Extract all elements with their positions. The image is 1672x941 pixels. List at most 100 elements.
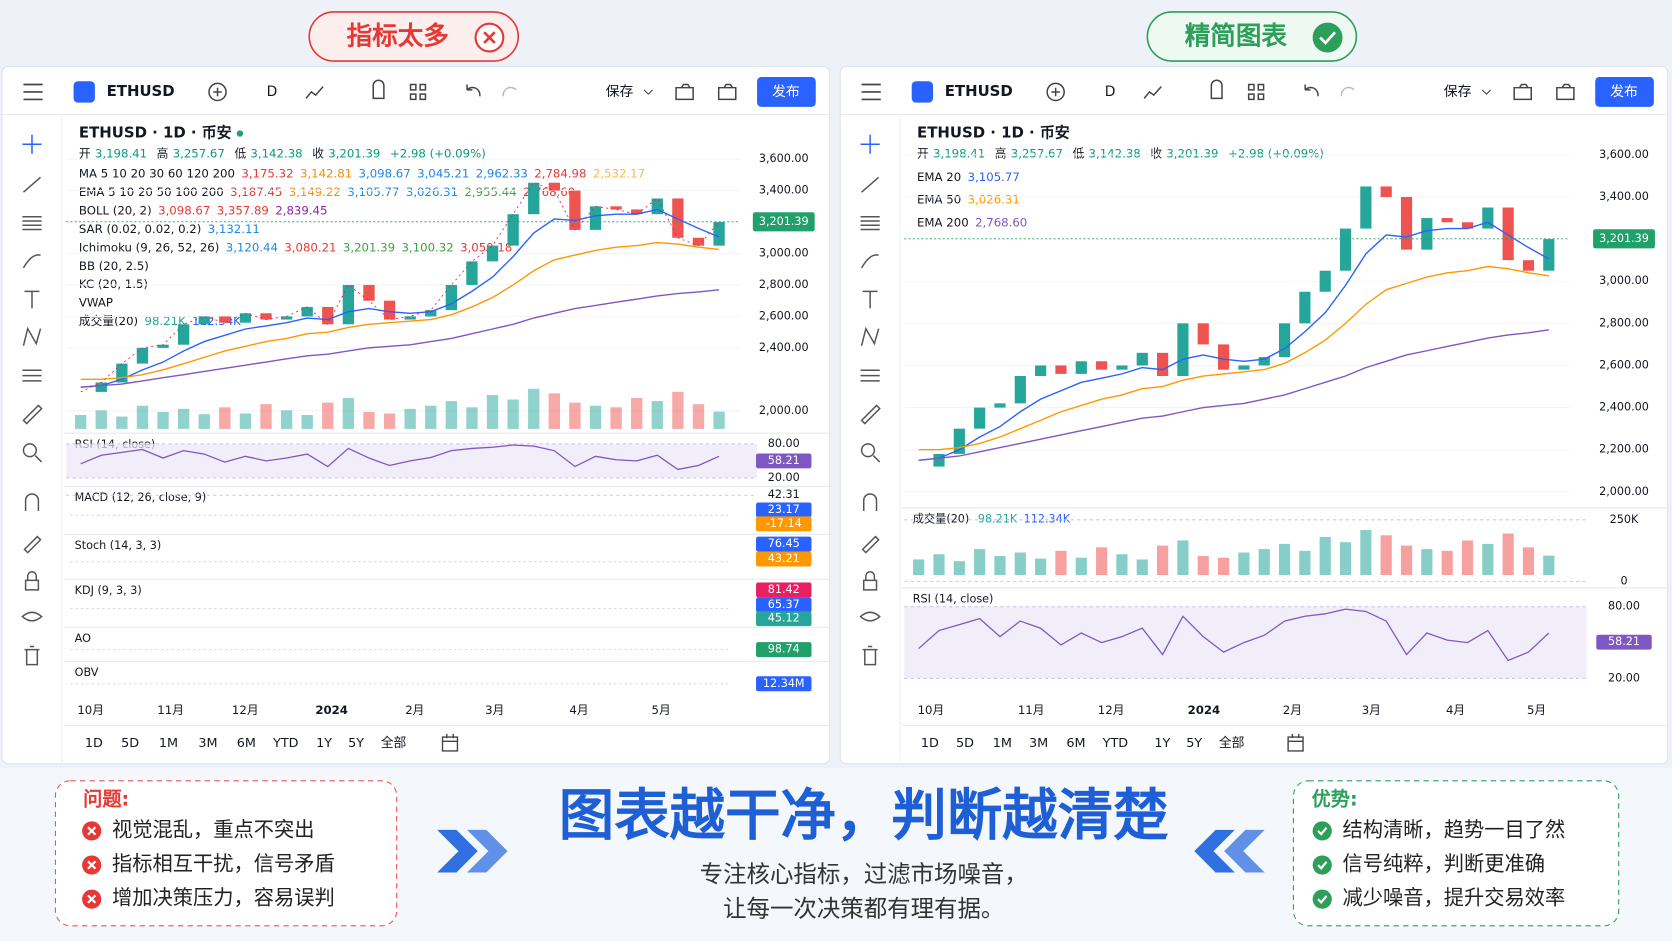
drawing-tool[interactable] <box>860 215 880 231</box>
drawing-tool[interactable] <box>860 443 881 463</box>
volume-bar <box>177 408 190 429</box>
toolbar-icon[interactable] <box>1556 83 1575 101</box>
indicator-value: 3,357.89 <box>217 203 269 217</box>
menu-icon[interactable] <box>861 83 881 101</box>
pane-tick-label: 250K <box>1610 513 1639 526</box>
drawing-tool[interactable] <box>860 326 880 346</box>
toolbar-icon[interactable] <box>372 79 385 100</box>
price-tick-label: 3,000.00 <box>759 247 809 260</box>
drawing-tool[interactable] <box>23 535 42 554</box>
publish-label[interactable]: 发布 <box>1610 84 1638 100</box>
range-button[interactable]: 1D <box>921 736 939 751</box>
range-button[interactable]: 1M <box>159 736 178 751</box>
check-icon <box>1312 855 1332 875</box>
indicator-name: Ichimoku (9, 26, 52, 26) <box>79 240 219 254</box>
range-button[interactable]: 3M <box>198 736 217 751</box>
toolbar-icon[interactable] <box>1340 86 1355 97</box>
drawing-tool[interactable] <box>22 215 42 231</box>
range-button[interactable]: YTD <box>1102 736 1129 751</box>
publish-label[interactable]: 发布 <box>772 84 800 100</box>
range-button[interactable]: 1D <box>85 736 103 751</box>
indicator-value: 2,962.33 <box>476 167 528 181</box>
drawing-tool[interactable] <box>862 493 878 512</box>
drawing-tool[interactable] <box>24 290 40 309</box>
interval[interactable]: D <box>1105 84 1116 100</box>
calendar-icon[interactable] <box>1287 733 1304 752</box>
toolbar-icon[interactable] <box>466 84 481 97</box>
range-button[interactable]: YTD <box>272 736 299 751</box>
toolbar-icon[interactable] <box>305 86 324 99</box>
range-button[interactable]: 1Y <box>1154 736 1170 751</box>
toolbar-icon[interactable] <box>1513 83 1532 101</box>
drawing-tool[interactable] <box>862 571 878 591</box>
range-button[interactable]: 1M <box>993 736 1012 751</box>
drawing-tool[interactable] <box>859 611 881 622</box>
toolbar-icon[interactable] <box>1210 79 1223 100</box>
drawing-tool[interactable] <box>860 134 880 154</box>
range-button[interactable]: 6M <box>1066 736 1085 751</box>
candle <box>507 214 519 246</box>
drawing-tool[interactable] <box>22 404 43 425</box>
icon-glyph <box>87 894 97 904</box>
menu-icon[interactable] <box>23 83 43 101</box>
drawing-tool[interactable] <box>22 176 42 193</box>
add-icon[interactable] <box>208 82 227 102</box>
ohlc-value: 3,201.39 <box>1166 146 1218 160</box>
add-icon[interactable] <box>1046 82 1065 102</box>
range-button[interactable]: 全部 <box>381 735 407 751</box>
drawing-tool[interactable] <box>860 254 879 269</box>
volume-bar <box>1075 557 1087 575</box>
publish-button[interactable] <box>757 77 816 107</box>
candle <box>1116 365 1128 370</box>
ohlc-value: +2.98 (+0.09%) <box>1228 146 1324 160</box>
range-button[interactable]: 1Y <box>316 736 332 751</box>
publish-button[interactable] <box>1595 77 1654 107</box>
range-button[interactable]: 5Y <box>348 736 364 751</box>
drawing-tool[interactable] <box>860 404 881 425</box>
toolbar-icon[interactable] <box>1304 84 1319 97</box>
advantage-item: 结构清晰，趋势一目了然 <box>1343 817 1566 841</box>
drawing-tool[interactable] <box>860 369 880 382</box>
symbol[interactable]: ETHUSD <box>107 82 175 100</box>
drawing-tool[interactable] <box>24 571 40 591</box>
candle <box>177 324 190 345</box>
drawing-tool[interactable] <box>861 176 880 193</box>
range-button[interactable]: 5D <box>956 736 974 751</box>
ohlc-value: 收 <box>1150 146 1162 160</box>
ohlc-value: 高 <box>157 146 169 160</box>
save-button[interactable]: 保存 <box>1444 84 1472 100</box>
calendar-icon[interactable] <box>441 733 459 752</box>
volume-bar <box>1157 545 1169 575</box>
drawing-tool[interactable] <box>861 535 880 554</box>
volume-bar <box>157 411 169 429</box>
candle <box>1238 365 1250 370</box>
drawing-tool[interactable] <box>24 493 40 512</box>
drawing-tool[interactable] <box>862 290 878 309</box>
indicator-value: 3,149.22 <box>289 185 341 199</box>
volume-bar <box>301 415 313 429</box>
time-label: 4月 <box>1446 703 1465 717</box>
toolbar-icon[interactable] <box>409 83 427 101</box>
drawing-tool[interactable] <box>21 611 43 622</box>
toolbar-icon[interactable] <box>675 83 694 101</box>
drawing-tool[interactable] <box>22 134 42 154</box>
toolbar-icon[interactable] <box>502 86 517 97</box>
range-button[interactable]: 全部 <box>1219 735 1245 751</box>
drawing-tool[interactable] <box>22 443 43 463</box>
range-button[interactable]: 3M <box>1029 736 1048 751</box>
range-button[interactable]: 5D <box>121 736 139 751</box>
drawing-tool[interactable] <box>22 326 42 346</box>
pane-tag-label: 98.74 <box>768 643 800 656</box>
interval[interactable]: D <box>267 84 278 100</box>
drawing-tool[interactable] <box>22 254 41 269</box>
drawing-tool[interactable] <box>24 645 40 666</box>
toolbar-icon[interactable] <box>1143 86 1162 99</box>
drawing-tool[interactable] <box>862 645 878 666</box>
toolbar-icon[interactable] <box>717 83 737 101</box>
toolbar-icon[interactable] <box>1247 83 1265 101</box>
range-button[interactable]: 5Y <box>1186 736 1202 751</box>
drawing-tool[interactable] <box>22 369 42 382</box>
range-button[interactable]: 6M <box>237 736 256 751</box>
save-button[interactable]: 保存 <box>606 84 634 100</box>
symbol[interactable]: ETHUSD <box>945 82 1013 100</box>
